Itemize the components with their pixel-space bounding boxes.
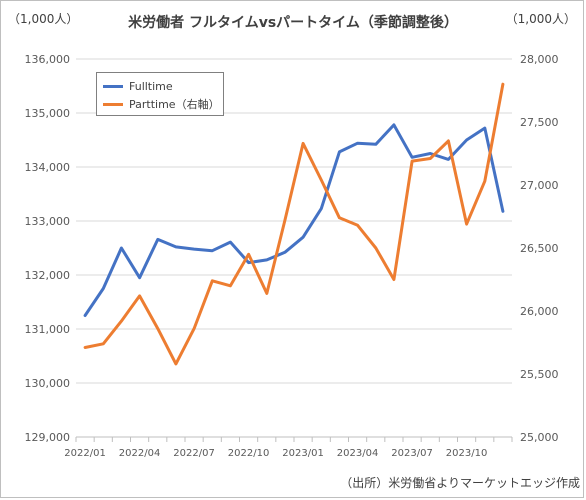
right-axis-tick-label: 26,000	[520, 305, 559, 318]
left-axis-tick-label: 135,000	[25, 107, 71, 120]
x-axis-tick-label: 2022/10	[228, 448, 270, 459]
right-axis-tick-label: 26,500	[520, 242, 559, 255]
legend-label-parttime: Parttime（右軸）	[129, 98, 220, 111]
right-axis-unit: （1,000人）	[505, 12, 576, 26]
parttime-series-line	[83, 82, 505, 366]
left-axis-tick-label: 130,000	[25, 377, 71, 390]
left-axis-tick-label: 132,000	[25, 269, 71, 282]
right-axis-tick-label: 25,500	[520, 368, 559, 381]
legend: Fulltime Parttime（右軸）	[96, 72, 224, 116]
right-axis-tick-label: 28,000	[520, 53, 559, 66]
right-axis-tick-label: 27,000	[520, 179, 559, 192]
x-axis-tick-label: 2023/01	[282, 448, 324, 459]
left-axis-tick-label: 133,000	[25, 215, 71, 228]
fulltime-series-line	[83, 123, 505, 317]
legend-item-parttime: Parttime（右軸）	[103, 96, 220, 112]
left-axis-tick-label: 134,000	[25, 161, 71, 174]
legend-item-fulltime: Fulltime	[103, 78, 173, 94]
x-axis-tick-label: 2022/01	[64, 448, 106, 459]
left-axis-tick-label: 129,000	[25, 431, 71, 444]
left-axis-tick-label: 136,000	[25, 53, 71, 66]
legend-swatch-fulltime	[103, 84, 123, 88]
source-note: （出所）米労働省よりマーケットエッジ作成	[340, 476, 580, 490]
x-axis-tick-label: 2022/04	[119, 448, 161, 459]
x-axis-tick-label: 2022/07	[173, 448, 215, 459]
x-axis-tick-label: 2023/10	[446, 448, 488, 459]
x-axis-tick-label: 2023/04	[337, 448, 379, 459]
chart-title: 米労働者 フルタイムvsパートタイム（季節調整後）	[128, 15, 458, 31]
legend-swatch-parttime	[103, 102, 123, 106]
x-axis-tick-label: 2023/07	[391, 448, 433, 459]
left-axis-tick-label: 131,000	[25, 323, 71, 336]
left-axis-unit: （1,000人）	[8, 12, 79, 26]
right-axis-tick-label: 27,500	[520, 116, 559, 129]
right-axis-tick-label: 25,000	[520, 431, 559, 444]
legend-label-fulltime: Fulltime	[129, 79, 173, 93]
